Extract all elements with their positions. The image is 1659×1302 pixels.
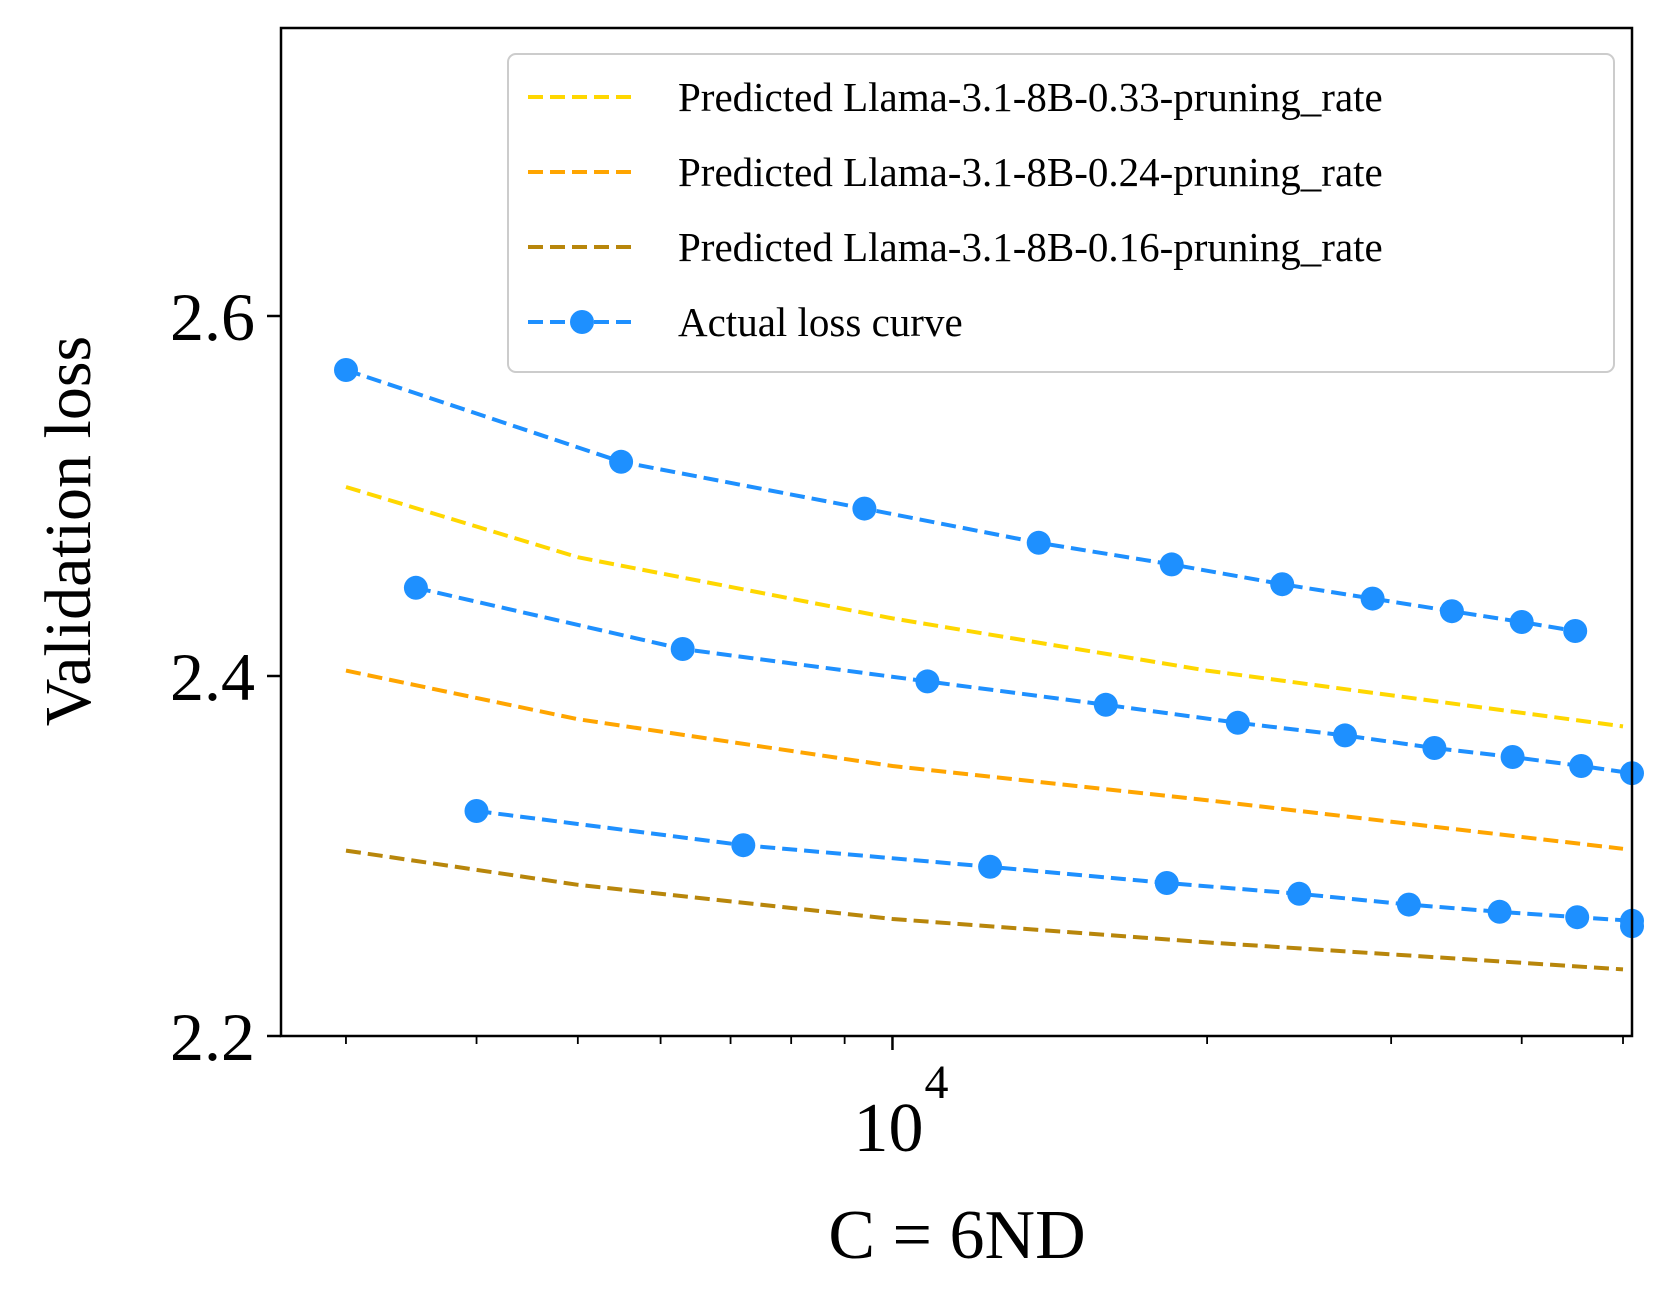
data-point [1287, 881, 1312, 906]
predicted-line-2 [345, 668, 1624, 851]
legend-label: Predicted Llama-3.1-8B-0.16-pruning_rate [678, 224, 1383, 270]
data-point [1159, 552, 1184, 577]
actual-loss-line-2 [415, 585, 1633, 776]
data-point [1360, 586, 1385, 611]
predicted-line-1 [345, 485, 1624, 729]
data-point [1500, 745, 1525, 769]
data-point [1093, 692, 1118, 717]
data-point [1396, 892, 1421, 917]
data-point [1509, 610, 1534, 634]
legend-label: Predicted Llama-3.1-8B-0.24-pruning_rate [678, 149, 1383, 195]
data-point [731, 833, 756, 858]
data-point [1569, 754, 1594, 778]
y-axis-label: Validation loss [32, 336, 105, 727]
legend-marker [570, 310, 594, 334]
series-1 [345, 485, 1624, 729]
x-tick-label: 10 [853, 1090, 923, 1167]
predicted-line-3 [345, 848, 1624, 972]
data-point [1225, 710, 1250, 735]
plot-frame [279, 26, 1634, 1038]
y-tick-label: 2.2 [170, 999, 255, 1075]
data-point [1487, 899, 1512, 924]
data-point [1565, 905, 1590, 930]
x-tick-exponent: 4 [924, 1056, 948, 1109]
data-point [1154, 871, 1179, 895]
data-point [852, 496, 877, 521]
data-point [670, 637, 695, 661]
x-axis-label: C = 6ND [828, 1197, 1085, 1274]
series-3 [345, 848, 1624, 972]
legend: Predicted Llama-3.1-8B-0.33-pruning_rate… [507, 53, 1615, 373]
y-tick-label: 2.6 [170, 279, 255, 355]
data-point [978, 854, 1003, 879]
y-axis: 2.2 2.4 2.6 [170, 279, 281, 1075]
data-point [464, 799, 489, 823]
legend-label: Predicted Llama-3.1-8B-0.33-pruning_rate [678, 74, 1383, 120]
y-tick-label: 2.4 [170, 639, 255, 715]
x-axis: 104 [345, 1036, 1624, 1167]
series-2 [345, 668, 1624, 851]
data-point [609, 449, 634, 474]
legend-label: Actual loss curve [678, 299, 963, 345]
actual-loss-line-3 [476, 809, 1634, 927]
data-point [1439, 599, 1464, 624]
data-point [403, 575, 428, 600]
data-point [1422, 736, 1447, 760]
data-point [1026, 530, 1051, 555]
data-point [915, 669, 940, 694]
legend-box [507, 53, 1615, 373]
actual-loss-line-1 [345, 368, 1576, 633]
data-point [334, 358, 358, 382]
data-point [1270, 572, 1295, 597]
data-point [1563, 619, 1588, 643]
data-point [1333, 723, 1357, 748]
